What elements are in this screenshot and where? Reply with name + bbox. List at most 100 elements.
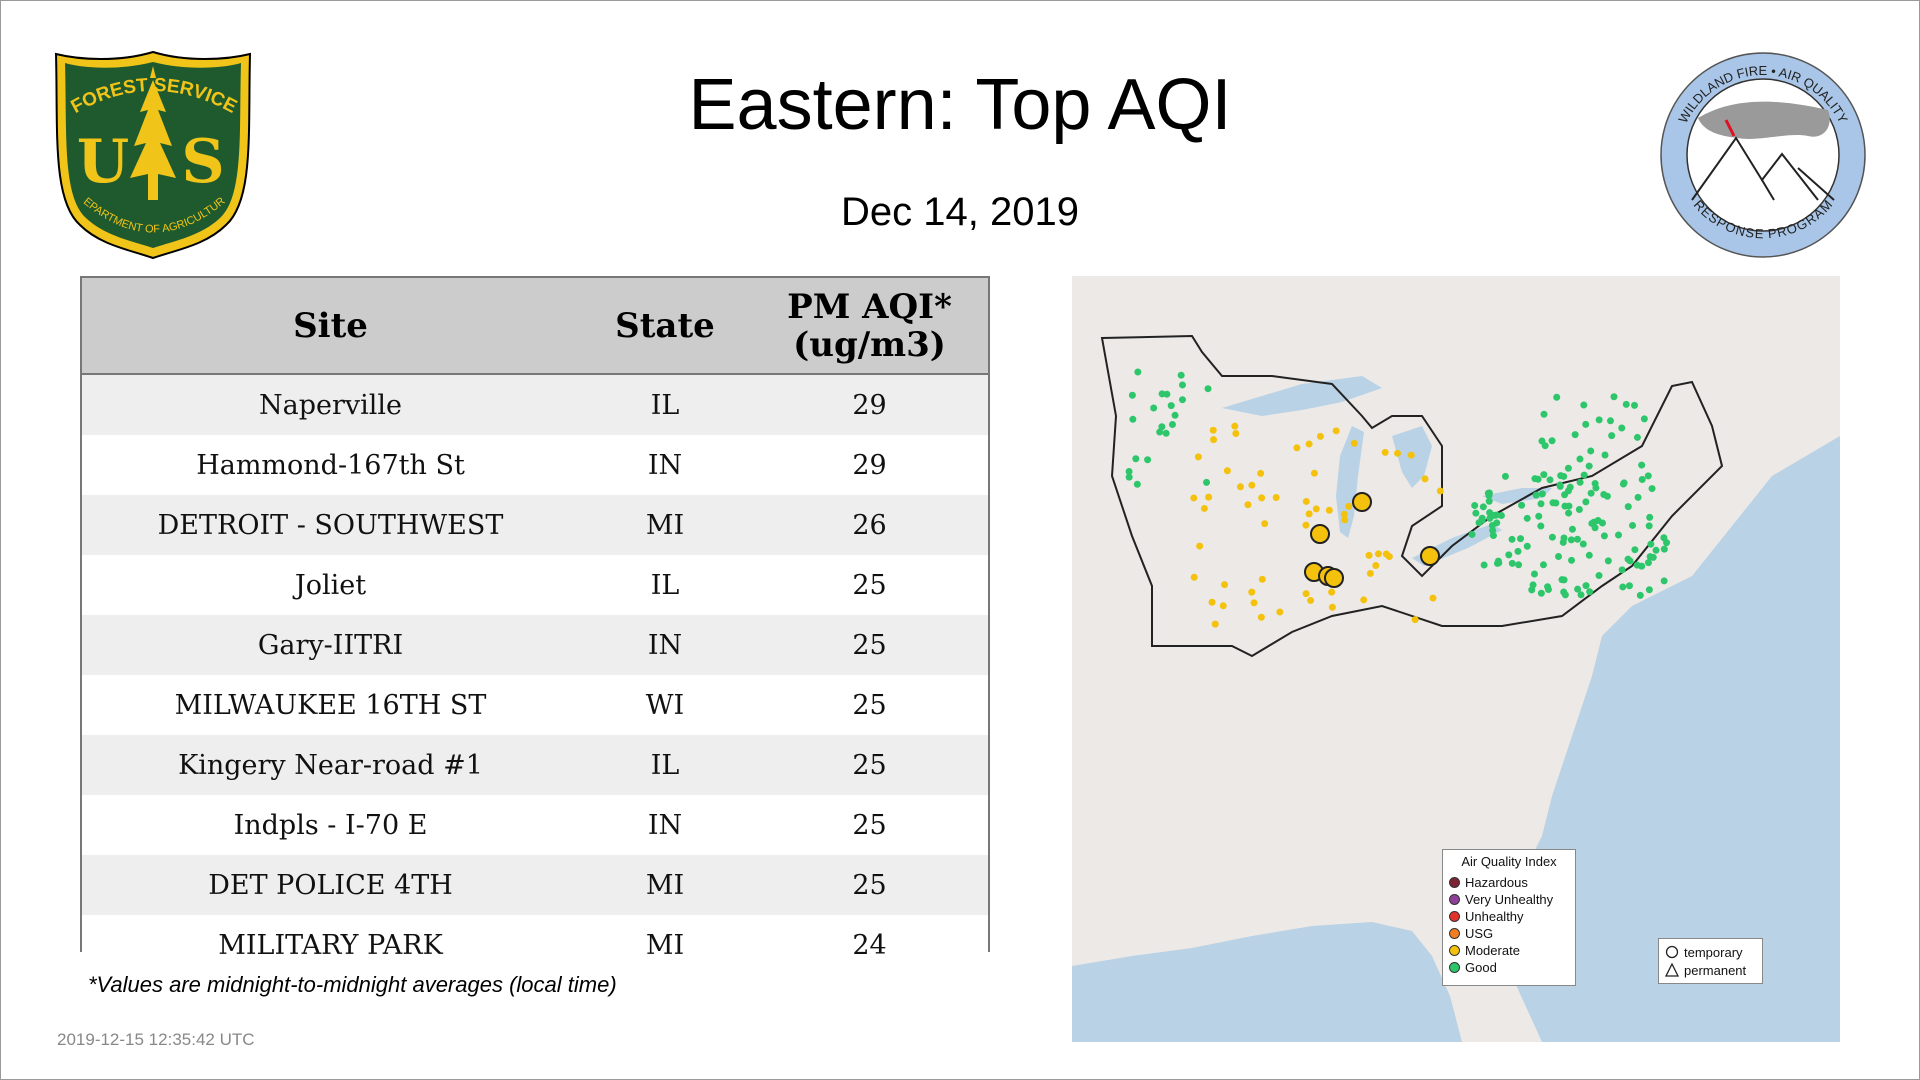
monitor-dot <box>1573 535 1581 543</box>
cell-state: IN <box>647 449 683 481</box>
monitor-dot <box>1591 524 1599 532</box>
monitor-dot <box>1421 475 1429 483</box>
monitor-dot <box>1382 550 1390 558</box>
monitor-dot <box>1340 510 1348 518</box>
monitor-dot <box>1211 620 1219 628</box>
monitor-dot <box>1231 422 1239 430</box>
monitor-dot <box>1394 449 1402 457</box>
cell-state: IN <box>647 629 683 661</box>
cell-state: MI <box>645 509 685 541</box>
monitor-dot <box>1610 393 1618 401</box>
monitor-dot <box>1594 516 1602 524</box>
monitor-dot <box>1585 551 1593 559</box>
monitor-dot <box>1618 424 1626 432</box>
monitor-dot <box>1236 483 1244 491</box>
monitor-dot <box>1528 586 1536 594</box>
table-row: DET POLICE 4TH MI 25 <box>82 855 988 915</box>
monitor-dot <box>1429 594 1437 602</box>
monitor-dot <box>1258 494 1266 502</box>
cell-site: MILITARY PARK <box>218 929 443 961</box>
monitor-dot <box>1557 472 1565 480</box>
monitor-dot <box>1248 481 1256 489</box>
table-row: Indpls - I-70 E IN 25 <box>82 795 988 855</box>
header-aqi-line1: PM AQI* <box>787 286 952 327</box>
monitor-dot <box>1660 577 1668 585</box>
monitor-dot <box>1620 479 1628 487</box>
monitor-dot <box>1232 429 1240 437</box>
monitor-dot <box>1190 494 1198 502</box>
monitor-dot <box>1574 585 1582 593</box>
legend-item-unhealthy: Unhealthy <box>1449 908 1569 925</box>
monitor-dot <box>1618 566 1626 574</box>
monitor-dot <box>1501 472 1509 480</box>
monitor-dot <box>1210 436 1218 444</box>
cell-aqi: 29 <box>852 449 887 481</box>
monitor-dot <box>1472 509 1480 517</box>
cell-site: DETROIT - SOUTHWEST <box>157 509 504 541</box>
monitor-dot <box>1537 589 1545 597</box>
cell-site: Hammond-167th St <box>196 449 465 481</box>
table-row: Naperville IL 29 <box>82 374 988 435</box>
cell-state: IL <box>650 569 680 601</box>
monitor-dot <box>1631 401 1639 409</box>
cell-state: WI <box>645 689 685 721</box>
monitor-type-legend: temporary permanent <box>1658 938 1763 984</box>
circle-icon <box>1449 962 1460 973</box>
monitor-dot <box>1411 616 1419 624</box>
cell-site: Joliet <box>294 569 367 601</box>
monitor-dot <box>1508 559 1516 567</box>
monitor-dot <box>1564 487 1572 495</box>
top-site-marker <box>1324 568 1344 588</box>
monitor-dot <box>1134 368 1142 376</box>
monitor-dot <box>1640 415 1648 423</box>
monitor-dot <box>1144 456 1152 464</box>
cell-state: IL <box>650 389 680 421</box>
cell-aqi: 25 <box>852 809 887 841</box>
aqi-legend: Air Quality Index Hazardous Very Unhealt… <box>1442 849 1576 986</box>
map-atlantic <box>1492 436 1840 1042</box>
monitor-dot <box>1614 531 1622 539</box>
cell-state: IL <box>650 749 680 781</box>
monitor-dot <box>1360 596 1368 604</box>
monitor-dot <box>1548 437 1556 445</box>
monitor-dot <box>1652 546 1660 554</box>
cell-aqi: 25 <box>852 629 887 661</box>
lake-superior <box>1222 376 1382 416</box>
monitor-dot <box>1580 471 1588 479</box>
monitor-dot <box>1517 535 1525 543</box>
table-row: DETROIT - SOUTHWEST MI 26 <box>82 495 988 555</box>
cell-aqi: 26 <box>852 509 887 541</box>
monitor-dot <box>1591 480 1599 488</box>
monitor-dot <box>1552 499 1560 507</box>
monitor-dot <box>1564 464 1572 472</box>
cell-site: Gary-IITRI <box>257 629 404 661</box>
monitor-dot <box>1328 603 1336 611</box>
top-site-marker <box>1352 492 1372 512</box>
cell-site: MILWAUKEE 16TH ST <box>174 689 487 721</box>
monitor-dot <box>1381 448 1389 456</box>
monitor-dot <box>1328 588 1336 596</box>
aqi-legend-title: Air Quality Index <box>1461 854 1557 869</box>
monitor-dot <box>1272 493 1280 501</box>
monitor-dot <box>1514 547 1522 555</box>
cell-site: DET POLICE 4TH <box>208 869 453 901</box>
monitor-dot <box>1194 453 1202 461</box>
monitor-dot <box>1634 493 1642 501</box>
monitor-dot <box>1548 533 1556 541</box>
cell-state: IN <box>647 809 683 841</box>
monitor-dot <box>1223 467 1231 475</box>
monitor-dot <box>1177 371 1185 379</box>
legend-item-temporary: temporary <box>1665 943 1756 961</box>
monitor-dot <box>1221 581 1229 589</box>
footnote: *Values are midnight-to-midnight average… <box>88 972 617 997</box>
monitor-dot <box>1208 598 1216 606</box>
monitor-dot <box>1365 551 1373 559</box>
monitor-dot <box>1575 505 1583 513</box>
monitor-dot <box>1560 576 1568 584</box>
monitor-dot <box>1582 582 1590 590</box>
cell-site: Indpls - I-70 E <box>233 809 428 841</box>
monitor-dot <box>1587 447 1595 455</box>
monitor-dot <box>1167 402 1175 410</box>
monitor-dot <box>1587 489 1595 497</box>
monitor-dot <box>1585 462 1593 470</box>
